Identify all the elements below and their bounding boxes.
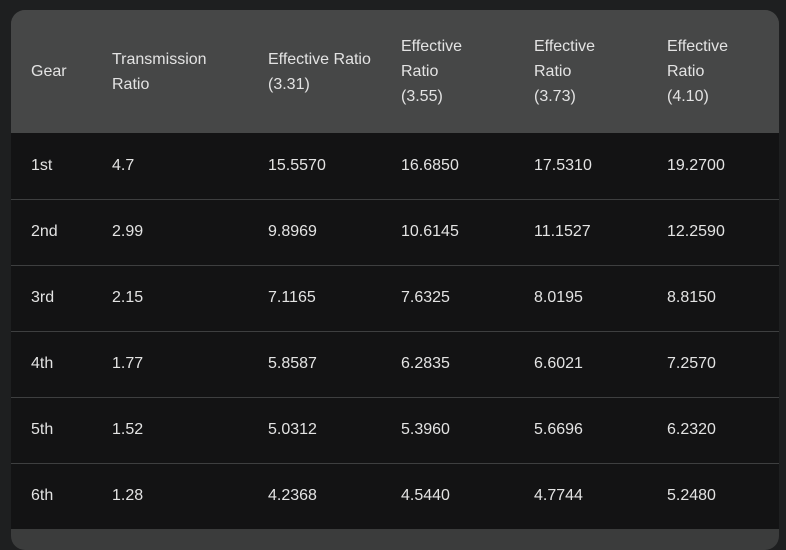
table-cell: 2.99 bbox=[92, 198, 248, 265]
table-cell: 4.7744 bbox=[514, 462, 647, 529]
table-cell: 8.0195 bbox=[514, 264, 647, 331]
table-cell: 2nd bbox=[11, 198, 92, 265]
table-body: 1st 4.7 15.5570 16.6850 17.5310 19.2700 2nd 2.9… bbox=[11, 133, 779, 529]
table-cell: 19.2700 bbox=[647, 133, 779, 199]
table-cell: 6th bbox=[11, 462, 92, 529]
table-row: 2nd 2.99 9.8969 10.6145 11.1527 12.2590 bbox=[11, 198, 779, 265]
table-cell: 1.77 bbox=[92, 330, 248, 397]
header-cell: Effective Ratio (3.55) bbox=[381, 10, 514, 133]
table-cell: 15.5570 bbox=[248, 133, 381, 199]
header-text: Effective Ratio (3.73) bbox=[534, 38, 596, 105]
header-cell: Transmission Ratio bbox=[92, 10, 248, 133]
table-cell: 4.2368 bbox=[248, 462, 381, 529]
table-cell: 8.8150 bbox=[647, 264, 779, 331]
table-cell: 1st bbox=[11, 133, 92, 199]
table-cell: 4.5440 bbox=[381, 462, 514, 529]
table-cell: 4.7 bbox=[92, 133, 248, 199]
header-cell: Effective Ratio (3.31) bbox=[248, 10, 381, 133]
table-row: 1st 4.7 15.5570 16.6850 17.5310 19.2700 bbox=[11, 133, 779, 199]
header-text: Effective Ratio (3.31) bbox=[268, 50, 371, 93]
table-cell: 5.6696 bbox=[514, 396, 647, 463]
header-text: Effective Ratio (4.10) bbox=[667, 38, 729, 105]
table-row: 3rd 2.15 7.1165 7.6325 8.0195 8.8150 bbox=[11, 264, 779, 331]
table-cell: 9.8969 bbox=[248, 198, 381, 265]
header-text: Effective Ratio (3.55) bbox=[401, 38, 463, 105]
table-cell: 5.2480 bbox=[647, 462, 779, 529]
table-cell: 6.2320 bbox=[647, 396, 779, 463]
header-cell: Gear bbox=[11, 10, 92, 133]
table-cell: 17.5310 bbox=[514, 133, 647, 199]
table-cell: 5.3960 bbox=[381, 396, 514, 463]
table-cell: 7.2570 bbox=[647, 330, 779, 397]
table-cell: 5.0312 bbox=[248, 396, 381, 463]
table-cell: 1.28 bbox=[92, 462, 248, 529]
table-cell: 12.2590 bbox=[647, 198, 779, 265]
header-text: Transmission Ratio bbox=[112, 50, 207, 93]
table-cell: 4th bbox=[11, 330, 92, 397]
table: Gear Transmission Ratio Effective Ratio (3… bbox=[11, 10, 779, 529]
table-cell: 16.6850 bbox=[381, 133, 514, 199]
table-row: 6th 1.28 4.2368 4.5440 4.7744 5.2480 bbox=[11, 462, 779, 529]
table-cell: 7.6325 bbox=[381, 264, 514, 331]
table-container: Gear Transmission Ratio Effective Ratio (3… bbox=[11, 10, 779, 550]
table-cell: 5th bbox=[11, 396, 92, 463]
table-cell: 10.6145 bbox=[381, 198, 514, 265]
table-row: 5th 1.52 5.0312 5.3960 5.6696 6.2320 bbox=[11, 396, 779, 463]
table-cell: 11.1527 bbox=[514, 198, 647, 265]
table-row: 4th 1.77 5.8587 6.2835 6.6021 7.2570 bbox=[11, 330, 779, 397]
header-row: Gear Transmission Ratio Effective Ratio (3… bbox=[11, 10, 779, 133]
table-cell: 6.2835 bbox=[381, 330, 514, 397]
header-cell: Effective Ratio (4.10) bbox=[647, 10, 779, 133]
table-cell: 6.6021 bbox=[514, 330, 647, 397]
table-cell: 1.52 bbox=[92, 396, 248, 463]
table-cell: 3rd bbox=[11, 264, 92, 331]
table-cell: 2.15 bbox=[92, 264, 248, 331]
page: Gear Transmission Ratio Effective Ratio (3… bbox=[11, 10, 779, 550]
header-text: Gear bbox=[31, 63, 67, 80]
table-cell: 7.1165 bbox=[248, 264, 381, 331]
table-cell: 5.8587 bbox=[248, 330, 381, 397]
header-cell: Effective Ratio (3.73) bbox=[514, 10, 647, 133]
